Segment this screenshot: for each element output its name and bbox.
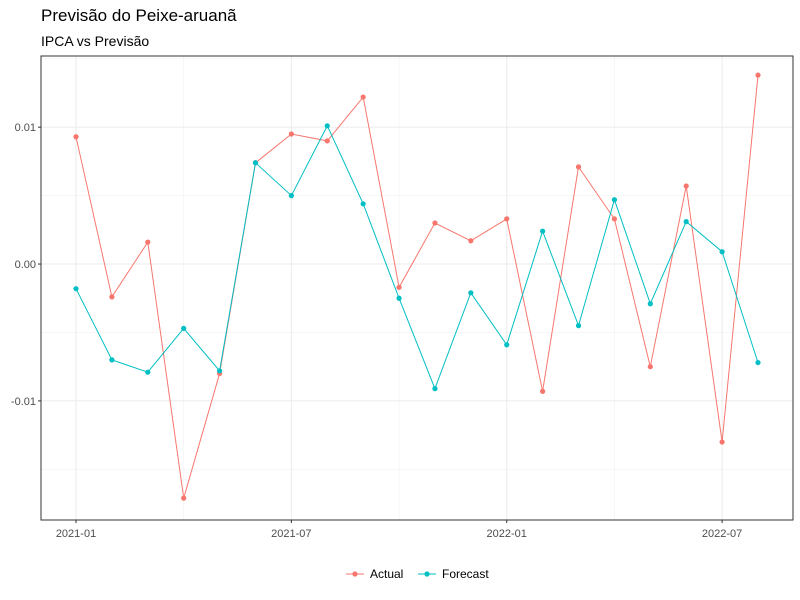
data-point-forecast: [683, 219, 689, 225]
data-point-actual: [683, 183, 689, 189]
data-point-forecast: [396, 295, 402, 301]
series-line-actual: [75, 75, 759, 499]
data-point-actual: [360, 94, 366, 100]
data-point-forecast: [719, 249, 725, 255]
y-tick-label: 0.00: [15, 259, 36, 271]
data-point-actual: [73, 134, 79, 140]
data-point-actual: [504, 216, 510, 222]
x-tick-label: 2022-07: [702, 528, 742, 540]
data-point-forecast: [216, 368, 223, 374]
data-point-actual: [468, 238, 474, 244]
data-point-actual: [755, 72, 761, 78]
chart-title: Previsão do Peixe-aruanã: [41, 6, 237, 25]
legend-label-actual: Actual: [370, 567, 403, 581]
y-tick-label: -0.01: [11, 396, 36, 408]
data-point-actual: [719, 439, 725, 445]
x-tick-label: 2022-01: [487, 528, 527, 540]
data-point-actual: [432, 220, 438, 226]
data-point-forecast: [73, 286, 79, 292]
plot-panel-border: [40, 55, 794, 521]
data-point-forecast: [540, 228, 546, 234]
data-point-actual: [611, 216, 618, 222]
data-point-actual: [540, 388, 546, 394]
data-point-actual: [145, 239, 151, 245]
x-tick-label: 2021-07: [271, 528, 311, 540]
legend-label-forecast: Forecast: [442, 567, 489, 581]
data-point-actual: [181, 495, 187, 501]
data-point-forecast: [109, 357, 115, 363]
legend-key-point: [424, 571, 430, 577]
data-point-forecast: [468, 290, 474, 296]
data-point-forecast: [288, 193, 294, 199]
y-tick-label: 0.01: [15, 122, 36, 134]
data-point-forecast: [647, 301, 653, 307]
data-point-actual: [324, 138, 330, 144]
data-point-forecast: [145, 369, 151, 375]
data-point-forecast: [432, 386, 438, 392]
data-point-forecast: [755, 359, 761, 366]
x-tick-label: 2021-01: [56, 528, 96, 540]
chart-subtitle: IPCA vs Previsão: [41, 33, 150, 49]
legend-key-point: [352, 571, 358, 577]
data-point-forecast: [575, 323, 582, 329]
data-point-forecast: [252, 160, 259, 166]
data-point-forecast: [504, 342, 510, 348]
data-point-actual: [396, 284, 402, 290]
data-point-actual: [647, 364, 653, 370]
data-point-forecast: [324, 123, 330, 129]
data-point-actual: [288, 131, 294, 137]
data-point-forecast: [181, 325, 187, 331]
data-point-actual: [109, 294, 115, 300]
data-point-actual: [575, 164, 582, 170]
data-point-forecast: [360, 201, 366, 207]
series-line-forecast: [75, 124, 759, 390]
data-point-forecast: [611, 197, 618, 203]
